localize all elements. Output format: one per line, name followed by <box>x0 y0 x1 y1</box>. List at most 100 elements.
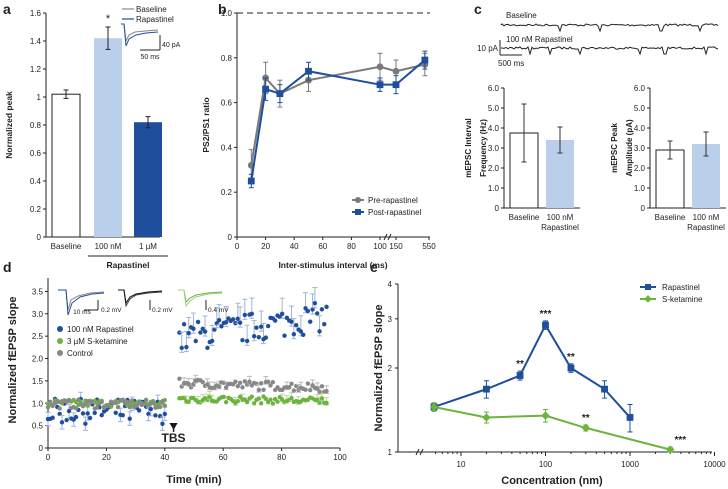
data-point <box>322 321 327 327</box>
data-point <box>276 90 284 98</box>
axis-break-1 <box>415 448 420 456</box>
data-point <box>317 389 322 394</box>
tbs-label: TBS <box>162 431 186 445</box>
x-tick-label: 60 <box>318 242 327 251</box>
data-point <box>76 397 81 403</box>
inset-traces: 10 ms 0.2 mV 0.2 mV 0.4 mV <box>58 289 229 316</box>
y-tick-label: 1.0 <box>634 184 646 193</box>
data-point <box>200 380 205 385</box>
data-point <box>279 311 285 317</box>
x-tick-label: Rapastinel <box>541 223 579 232</box>
y-tick-label: 1.6 <box>30 9 42 18</box>
y-tick-label: 1.2 <box>30 65 42 74</box>
data-point <box>242 379 248 384</box>
y-tick-label: 0.2 <box>30 205 42 214</box>
data-point <box>186 330 191 336</box>
y-axis-label: PS2/PS1 ratio <box>201 97 211 152</box>
data-point <box>249 394 255 399</box>
data-point <box>270 380 276 385</box>
data-point <box>376 81 384 89</box>
y-tick-label: 4.0 <box>488 124 500 133</box>
y-tick-label: 1.5 <box>32 377 44 386</box>
y-tick-label: 0.8 <box>221 54 233 63</box>
series-2 <box>45 374 330 411</box>
data-point <box>291 332 297 337</box>
x-axis-label: Inter-stimulus interval (ms) <box>278 260 387 270</box>
data-point <box>289 319 294 324</box>
data-point <box>258 401 264 406</box>
y-tick-label: 0.6 <box>221 99 233 108</box>
data-point <box>567 364 575 372</box>
x-tick-label: 100 nM <box>547 213 574 222</box>
data-point <box>195 319 201 325</box>
data-point <box>301 332 306 337</box>
data-point <box>221 394 226 400</box>
data-point <box>181 322 187 327</box>
x-tick-label: 100 nM <box>693 213 720 222</box>
y-tick-label: 4 <box>388 280 393 289</box>
legend-marker <box>57 338 63 344</box>
data-point <box>256 387 262 393</box>
inset-trace-rapastinel <box>121 23 159 47</box>
data-point <box>483 385 490 393</box>
x-tick-label: Baseline <box>655 213 686 222</box>
trace-baseline <box>500 23 719 33</box>
y-tick-label: 0 <box>228 233 233 242</box>
x-tick-label: 0 <box>235 242 240 251</box>
axis-break-2 <box>387 233 392 241</box>
x-tick-label: 10000 <box>703 460 726 469</box>
legend-marker <box>57 350 63 356</box>
y-tick-label: 1 <box>37 93 42 102</box>
legend-marker <box>57 326 63 332</box>
trace-ketamine-2 <box>178 289 223 308</box>
data-point <box>251 334 257 339</box>
scale-label-y: 10 pA <box>477 44 499 53</box>
y-tick-label: 1 <box>388 448 393 457</box>
x-tick-label: 20 <box>261 242 270 251</box>
data-point <box>219 324 224 329</box>
data-point <box>247 379 252 384</box>
y-tick-label: 0.6 <box>30 149 42 158</box>
series-line-0 <box>433 322 631 419</box>
data-point <box>157 404 163 410</box>
y-tick-label: 5.0 <box>634 104 646 113</box>
data-point <box>160 398 165 404</box>
data-point <box>541 411 550 420</box>
panel-label-c: c <box>474 1 482 17</box>
legend-label: S-ketamine <box>662 295 703 304</box>
series-line-1 <box>433 405 671 451</box>
data-point <box>262 85 269 93</box>
data-point <box>48 399 53 405</box>
data-point <box>181 395 187 401</box>
data-point <box>237 320 243 325</box>
data-point <box>275 399 280 404</box>
data-point <box>134 403 139 408</box>
data-point <box>146 411 151 417</box>
panel-label-e: e <box>370 259 378 275</box>
y-tick-label: 2.0 <box>32 355 44 364</box>
data-point <box>263 396 269 402</box>
data-point <box>50 415 55 420</box>
x-tick-label: 40 <box>290 242 299 251</box>
data-point <box>298 329 304 334</box>
data-point <box>193 338 198 344</box>
data-point <box>305 67 312 75</box>
data-point <box>113 410 118 416</box>
data-point <box>324 400 329 406</box>
x-tick-label: 100 <box>333 453 347 462</box>
data-point <box>516 372 524 379</box>
data-point <box>57 406 62 411</box>
data-point <box>73 406 79 411</box>
data-point <box>249 311 255 316</box>
data-point <box>601 385 608 393</box>
data-point <box>305 381 311 386</box>
series-line-1 <box>250 59 426 182</box>
data-point <box>291 388 297 393</box>
data-point <box>73 414 79 420</box>
legend-baseline: Baseline <box>136 5 167 14</box>
data-point <box>256 335 262 340</box>
data-point <box>282 333 287 338</box>
y-axis-label: mEPSC Interval <box>464 118 473 178</box>
data-point <box>308 319 313 324</box>
x-tick-label: 80 <box>277 453 286 462</box>
